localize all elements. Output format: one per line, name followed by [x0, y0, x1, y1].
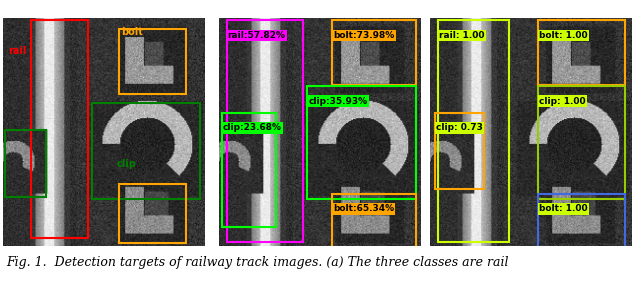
Text: rail: 1.00: rail: 1.00 [439, 31, 484, 40]
Text: bolt: 1.00: bolt: 1.00 [540, 31, 588, 40]
Bar [538, 21, 625, 85]
Bar [119, 29, 186, 94]
Bar [538, 86, 625, 199]
Text: clip:23.68%: clip:23.68% [223, 123, 282, 132]
Bar [332, 194, 415, 255]
Text: rail: rail [8, 46, 26, 56]
Bar [227, 21, 303, 242]
Bar [222, 113, 276, 227]
Bar [92, 103, 200, 199]
Bar [435, 113, 484, 189]
Text: bolt: 1.00: bolt: 1.00 [540, 204, 588, 213]
Text: rail:57.82%: rail:57.82% [228, 31, 285, 40]
Bar [119, 184, 186, 243]
Text: bolt:73.98%: bolt:73.98% [333, 31, 394, 40]
Text: bolt: bolt [121, 27, 143, 37]
Bar [5, 130, 47, 197]
Bar [307, 86, 415, 199]
Text: clip: clip [116, 159, 136, 168]
Text: Fig. 1.  Detection targets of railway track images. (a) The three classes are ra: Fig. 1. Detection targets of railway tra… [6, 255, 509, 269]
Text: clip:35.93%: clip:35.93% [308, 97, 367, 105]
Bar [31, 21, 88, 238]
Bar [332, 21, 415, 85]
Text: clip: 0.73: clip: 0.73 [436, 123, 483, 132]
Bar [438, 21, 509, 242]
Text: bolt:65.34%: bolt:65.34% [333, 204, 394, 213]
Text: clip: 1.00: clip: 1.00 [540, 97, 586, 105]
Bar [538, 194, 625, 255]
